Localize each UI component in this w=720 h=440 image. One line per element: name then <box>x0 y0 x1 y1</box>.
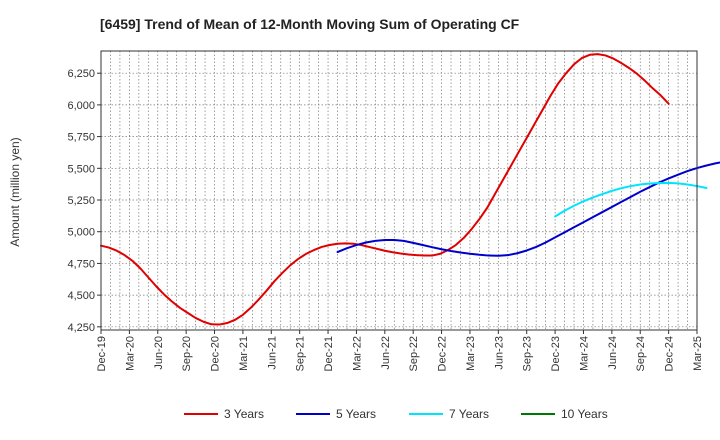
plot-frame <box>100 50 698 331</box>
x-tick-label: Dec-23 <box>550 336 562 371</box>
x-tick-label: Dec-24 <box>664 336 676 371</box>
x-tick-label: Sep-23 <box>522 336 534 371</box>
x-tick-label: Jun-23 <box>493 336 505 370</box>
y-axis-label: Amount (million yen) <box>8 137 22 246</box>
legend-label: 10 Years <box>561 407 608 421</box>
y-tick-label: 5,750 <box>67 132 95 144</box>
x-tick-label: Mar-22 <box>351 336 363 371</box>
y-tick-label: 4,500 <box>67 290 95 302</box>
series-line-5-years <box>336 161 720 257</box>
x-tick-label: Sep-24 <box>635 336 647 371</box>
y-tick-label: 6,000 <box>67 100 95 112</box>
y-tick-label: 5,000 <box>67 227 95 239</box>
x-tick-label: Sep-21 <box>295 336 307 371</box>
legend: 3 Years 5 Years 7 Years 10 Years <box>184 407 608 421</box>
series-line-7-years <box>554 181 708 218</box>
x-tick-label: Jun-21 <box>266 336 278 370</box>
x-tick-label: Sep-22 <box>408 336 420 371</box>
y-tick-label: 5,250 <box>67 195 95 207</box>
y-tick-label: 6,250 <box>67 68 95 80</box>
legend-label: 7 Years <box>449 407 489 421</box>
grid <box>101 51 697 330</box>
x-axis-ticks: Dec-19 Mar-20 Jun-20 Sep-20 Dec-20 Mar-21 Jun-… <box>96 330 704 371</box>
y-tick-label: 4,750 <box>67 258 95 270</box>
x-tick-label: Dec-19 <box>96 336 108 371</box>
x-tick-label: Mar-20 <box>124 336 136 371</box>
x-tick-label: Sep-20 <box>181 336 193 371</box>
x-tick-label: Mar-24 <box>578 336 590 371</box>
x-tick-label: Jun-22 <box>380 336 392 370</box>
x-tick-label: Dec-21 <box>323 336 335 371</box>
chart-title: [6459] Trend of Mean of 12-Month Moving … <box>100 16 520 32</box>
x-tick-label: Jun-20 <box>153 336 165 370</box>
series-layer <box>100 53 720 326</box>
y-tick-label: 5,500 <box>67 163 95 175</box>
y-tick-label: 4,250 <box>67 322 95 334</box>
x-tick-label: Dec-22 <box>437 336 449 371</box>
legend-label: 3 Years <box>224 407 264 421</box>
x-tick-label: Mar-23 <box>465 336 477 371</box>
x-tick-label: Dec-20 <box>210 336 222 371</box>
y-axis-ticks: 4,250 4,500 4,750 5,000 5,250 5,500 5,750 6,000… <box>67 68 101 334</box>
x-tick-label: Mar-21 <box>238 336 250 371</box>
x-tick-label: Mar-25 <box>692 336 704 371</box>
series-line-3-years <box>100 53 670 326</box>
x-tick-label: Jun-24 <box>607 336 619 370</box>
legend-label: 5 Years <box>336 407 376 421</box>
